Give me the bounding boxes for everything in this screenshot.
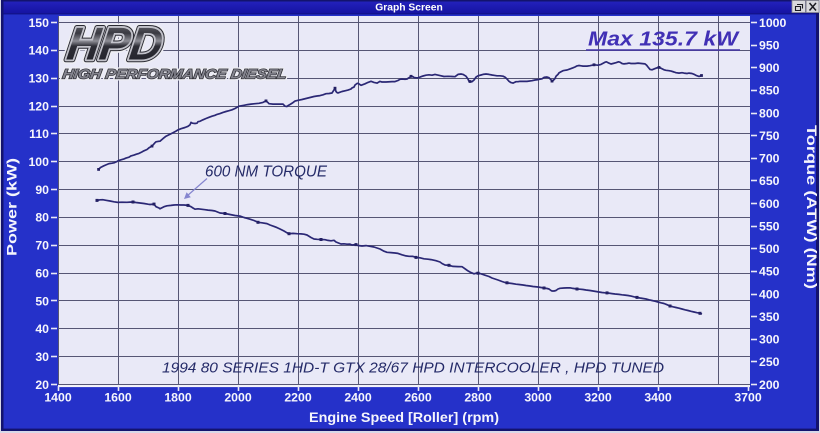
svg-text:Torque (ATW) (Nm): Torque (ATW) (Nm) bbox=[804, 125, 819, 289]
svg-text:2800: 2800 bbox=[464, 391, 492, 405]
svg-text:50: 50 bbox=[35, 294, 49, 308]
svg-text:200: 200 bbox=[759, 378, 780, 392]
svg-text:350: 350 bbox=[759, 310, 780, 324]
svg-text:450: 450 bbox=[759, 265, 780, 279]
svg-text:140: 140 bbox=[28, 44, 49, 58]
svg-text:3700: 3700 bbox=[734, 391, 762, 405]
svg-text:400: 400 bbox=[759, 287, 780, 301]
svg-text:HPD: HPD bbox=[64, 18, 166, 70]
svg-text:3200: 3200 bbox=[584, 391, 612, 405]
svg-text:3000: 3000 bbox=[524, 391, 552, 405]
svg-text:70: 70 bbox=[35, 239, 49, 253]
svg-text:1994 80 SERIES 1HD-T GTX 28/67: 1994 80 SERIES 1HD-T GTX 28/67 HPD INTER… bbox=[162, 361, 664, 377]
svg-text:2400: 2400 bbox=[344, 391, 372, 405]
svg-text:Max 135.7 kW: Max 135.7 kW bbox=[588, 28, 740, 51]
svg-text:2000: 2000 bbox=[224, 391, 252, 405]
svg-text:Power (kW): Power (kW) bbox=[5, 158, 20, 256]
svg-text:120: 120 bbox=[28, 99, 49, 113]
svg-text:110: 110 bbox=[29, 127, 49, 141]
svg-text:HIGH PERFORMANCE DIESEL: HIGH PERFORMANCE DIESEL bbox=[62, 67, 288, 82]
svg-text:HPD: HPD bbox=[64, 18, 166, 70]
svg-text:HIGH PERFORMANCE DIESEL: HIGH PERFORMANCE DIESEL bbox=[62, 67, 288, 82]
svg-text:750: 750 bbox=[759, 129, 780, 143]
svg-text:600: 600 bbox=[759, 197, 780, 211]
svg-text:Engine Speed [Roller] (rpm): Engine Speed [Roller] (rpm) bbox=[309, 410, 499, 426]
svg-text:700: 700 bbox=[759, 152, 780, 166]
svg-text:HPD: HPD bbox=[64, 18, 166, 70]
svg-text:950: 950 bbox=[759, 38, 780, 52]
svg-text:550: 550 bbox=[759, 219, 780, 233]
svg-text:80: 80 bbox=[35, 211, 49, 225]
svg-text:300: 300 bbox=[759, 333, 780, 347]
svg-text:40: 40 bbox=[35, 322, 49, 336]
svg-text:900: 900 bbox=[759, 61, 780, 75]
svg-text:1800: 1800 bbox=[164, 391, 192, 405]
svg-text:30: 30 bbox=[35, 350, 49, 364]
svg-text:600 NM TORQUE: 600 NM TORQUE bbox=[205, 164, 327, 181]
svg-text:1600: 1600 bbox=[104, 391, 132, 405]
svg-text:2200: 2200 bbox=[284, 391, 312, 405]
svg-text:130: 130 bbox=[28, 72, 49, 86]
svg-text:500: 500 bbox=[759, 242, 780, 256]
svg-text:1000: 1000 bbox=[759, 16, 787, 30]
svg-text:2600: 2600 bbox=[404, 391, 432, 405]
svg-text:90: 90 bbox=[35, 183, 49, 197]
svg-text:850: 850 bbox=[759, 84, 780, 98]
svg-text:3400: 3400 bbox=[644, 391, 672, 405]
svg-text:20: 20 bbox=[35, 378, 49, 392]
svg-text:650: 650 bbox=[759, 174, 780, 188]
svg-text:800: 800 bbox=[759, 106, 780, 120]
svg-text:100: 100 bbox=[28, 155, 49, 169]
svg-text:250: 250 bbox=[759, 355, 780, 369]
svg-text:Graph Screen: Graph Screen bbox=[375, 3, 443, 14]
svg-text:1400: 1400 bbox=[44, 391, 72, 405]
svg-text:150: 150 bbox=[28, 16, 49, 30]
svg-text:60: 60 bbox=[35, 266, 49, 280]
